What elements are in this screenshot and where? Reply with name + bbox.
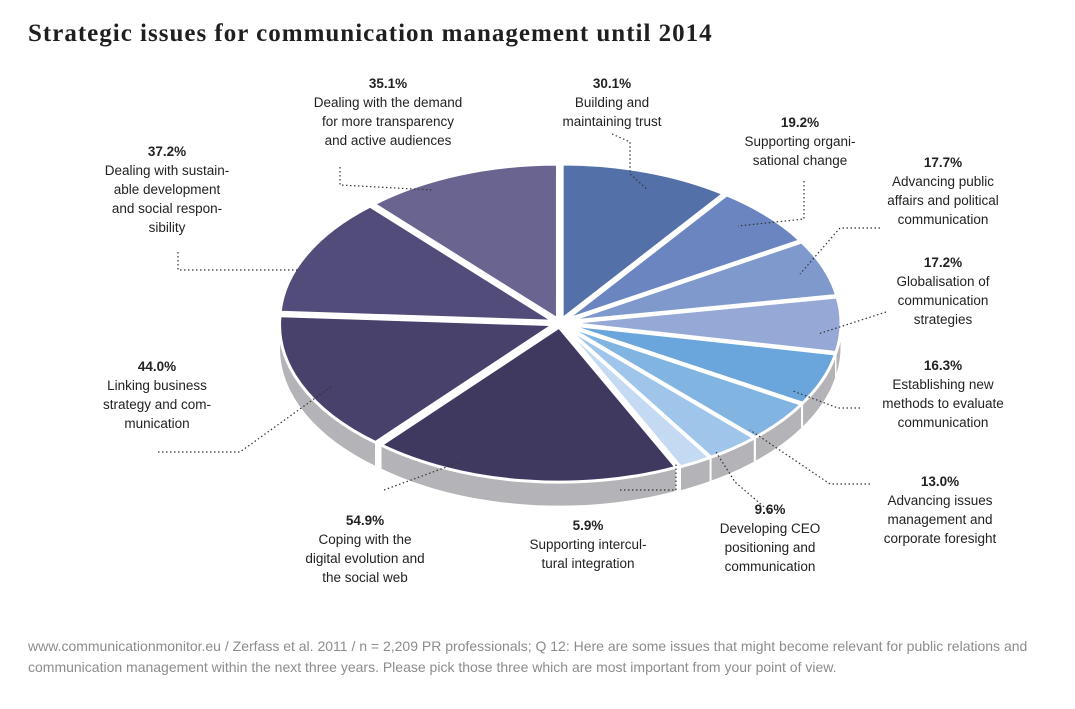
slice-label-linking-business-strategy-and-communication: 44.0% Linking business strategy and com-mu… <box>103 359 211 431</box>
pie-slice-globalisation-of-communication-strategies <box>565 295 843 355</box>
slice-name-line: Supporting intercul- <box>529 537 646 552</box>
slice-value-label: 54.9% <box>346 513 384 528</box>
leader-line-dealing-with-sustainable-development-and-social-responsibility <box>177 252 300 271</box>
slice-name-line: communication <box>898 415 989 430</box>
leader-line-advancing-public-affairs-and-political-communication <box>799 227 880 275</box>
slice-name-line: Establishing new <box>892 377 994 392</box>
slice-value-label: 17.2% <box>924 255 962 270</box>
leader-line-supporting-intercultural-integration <box>620 462 677 491</box>
slice-name-line: communication <box>898 293 989 308</box>
data-labels: 30.1% Building and maintaining trust 19.2% S… <box>103 76 1004 585</box>
slice-value-label: 5.9% <box>573 518 604 533</box>
slice-value-label: 44.0% <box>138 359 176 374</box>
leader-line-linking-business-strategy-and-communication <box>158 385 333 453</box>
slice-name-line: Supporting organi- <box>744 134 855 149</box>
slice-value-label: 19.2% <box>781 115 819 130</box>
slice-name-line: positioning and <box>725 540 816 555</box>
slice-value-label: 9.6% <box>755 502 786 517</box>
slice-name-line: Globalisation of <box>896 274 989 289</box>
slice-name-line: and active audiences <box>325 133 452 148</box>
pie-slice-supporting-intercultural-integration <box>561 325 712 469</box>
slice-name-line: sational change <box>753 153 848 168</box>
slice-name-line: for more transparency <box>322 114 454 129</box>
slice-name-line: Coping with the <box>318 532 411 547</box>
leader-line-coping-with-the-digital-evolution-and-the-social-web <box>383 461 461 491</box>
slice-name-line: Developing CEO <box>720 521 821 536</box>
slice-value-label: 17.7% <box>924 155 962 170</box>
slice-label-advancing-public-affairs-and-political-communication: 17.7% Advancing public affairs and politic… <box>887 155 999 227</box>
slice-name-line: Building and <box>575 95 649 110</box>
slice-name-line: communication <box>898 212 989 227</box>
pie-slice-linking-business-strategy-and-communication <box>278 314 556 444</box>
slice-label-building-and-maintaining-trust: 30.1% Building and maintaining trust <box>562 76 661 129</box>
slice-name-line: communication <box>725 559 816 574</box>
slice-label-advancing-issues-management-and-corporate-foresight: 13.0% Advancing issues management and corpo… <box>884 474 997 546</box>
slice-name-line: Advancing issues <box>887 493 992 508</box>
slice-name-line: Advancing public <box>892 174 994 189</box>
slice-label-supporting-intercultural-integration: 5.9% Supporting intercul-tural integratio… <box>529 518 646 571</box>
slice-name-line: strategy and com- <box>103 397 211 412</box>
slice-value-label: 30.1% <box>593 76 631 91</box>
chart-title: Strategic issues for communication manag… <box>28 20 713 47</box>
slice-name-line: Dealing with the demand <box>314 95 463 110</box>
slice-name-line: munication <box>124 416 189 431</box>
pie-slice-building-and-maintaining-trust <box>560 162 726 321</box>
slice-value-label: 35.1% <box>369 76 407 91</box>
slice-label-dealing-with-the-demand-for-more-transparency-and-active-audiences: 35.1% Dealing with the demand for more tra… <box>314 76 463 148</box>
pie-slice-advancing-public-affairs-and-political-communication <box>565 240 839 324</box>
slice-name-line: affairs and political <box>887 193 999 208</box>
pie-slice-supporting-organisational-change <box>563 193 802 322</box>
slice-label-establishing-new-methods-to-evaluate-communication: 16.3% Establishing new methods to evaluate… <box>882 358 1004 430</box>
slice-label-coping-with-the-digital-evolution-and-the-social-web: 54.9% Coping with the digital evolution an… <box>305 513 424 585</box>
slice-value-label: 13.0% <box>921 474 959 489</box>
slice-name-line: strategies <box>914 312 973 327</box>
slice-name-line: and social respon- <box>112 201 222 216</box>
pie-tops <box>278 162 843 484</box>
pie-slice-dealing-with-the-demand-for-more-transparency-and-active-audiences <box>372 162 559 321</box>
slice-label-globalisation-of-communication-strategies: 17.2% Globalisation of communication strate… <box>896 255 989 327</box>
slice-name-line: maintaining trust <box>562 114 661 129</box>
slice-name-line: the social web <box>322 570 408 585</box>
slice-label-developing-ceo-positioning-and-communication: 9.6% Developing CEO positioning and communi… <box>720 502 821 574</box>
slice-label-dealing-with-sustainable-development-and-social-responsibility: 37.2% Dealing with sustain-able developme… <box>105 144 230 235</box>
slice-name-line: corporate foresight <box>884 531 997 546</box>
source-note: www.communicationmonitor.eu / Zerfass et… <box>28 638 1028 675</box>
pie-slice-establishing-new-methods-to-evaluate-communication <box>565 322 838 405</box>
slice-name-line: methods to evaluate <box>882 396 1004 411</box>
slice-name-line: Linking business <box>107 378 207 393</box>
slice-name-line: Dealing with sustain- <box>105 163 230 178</box>
slice-name-line: tural integration <box>541 556 634 571</box>
slice-label-supporting-organisational-change: 19.2% Supporting organi-sational change <box>744 115 855 168</box>
pie-slice-coping-with-the-digital-evolution-and-the-social-web <box>379 325 678 484</box>
slice-name-line: able development <box>114 182 221 197</box>
slice-name-line: management and <box>887 512 992 527</box>
pie-chart: 30.1% Building and maintaining trust 19.2% S… <box>103 76 1004 585</box>
slice-name-line: sibility <box>149 220 186 235</box>
slice-name-line: digital evolution and <box>305 551 424 566</box>
slice-value-label: 37.2% <box>148 144 186 159</box>
leader-lines <box>158 133 887 513</box>
pie-slice-dealing-with-sustainable-development-and-social-responsibility <box>278 204 556 323</box>
leader-line-advancing-issues-management-and-corporate-foresight <box>749 429 870 485</box>
leader-line-supporting-organisational-change <box>737 181 805 227</box>
slice-value-label: 16.3% <box>924 358 962 373</box>
